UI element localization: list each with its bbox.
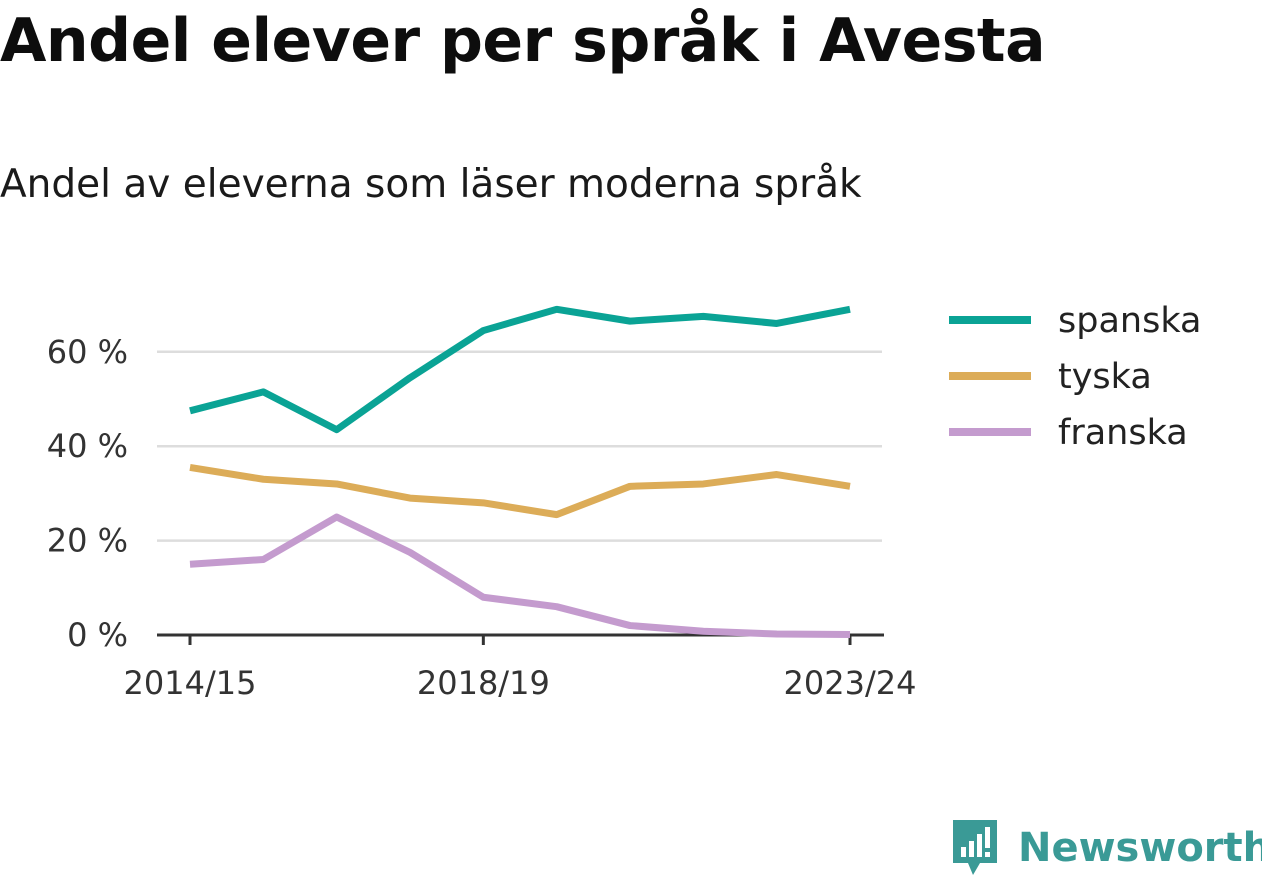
data-point-spanska [554,306,560,312]
data-point-spanska [407,375,413,381]
chart-subtitle: Andel av eleverna som läser moderna språ… [0,162,862,207]
data-point-spanska [847,306,853,312]
data-point-franska [554,604,560,610]
data-point-spanska [187,408,193,414]
data-point-spanska [260,389,266,395]
x-tick-label: 2014/15 [124,664,257,702]
data-point-tyska [407,495,413,501]
data-point-tyska [334,481,340,487]
x-tick-label: 2018/19 [417,664,550,702]
series-lines [187,305,853,639]
series-line-tyska [189,463,851,519]
x-tick-label: 2023/24 [784,664,917,702]
data-point-franska [187,561,193,567]
y-tick-label: 0 % [67,616,128,654]
data-point-tyska [554,512,560,518]
data-point-franska [334,514,340,520]
data-point-spanska [480,328,486,334]
data-point-tyska [700,481,706,487]
data-point-franska [774,631,780,637]
data-point-tyska [627,483,633,489]
data-point-tyska [480,500,486,506]
gridlines [157,350,882,542]
data-point-franska [627,623,633,629]
legend-label-spanska: spanska [1058,301,1201,341]
data-point-spanska [774,320,780,326]
data-point-tyska [187,464,193,470]
legend-label-tyska: tyska [1058,357,1152,397]
newsworthy-logo-icon [953,820,997,875]
data-point-tyska [260,476,266,482]
data-point-franska [407,549,413,555]
data-point-spanska [627,318,633,324]
brand-name: Newsworthy [1018,825,1262,871]
data-point-franska [480,594,486,600]
data-point-franska [847,632,853,638]
data-point-tyska [774,472,780,478]
data-point-tyska [847,483,853,489]
data-point-spanska [334,427,340,433]
data-point-franska [260,556,266,562]
x-axis: 2014/15 2018/19 2023/24 [124,633,917,702]
series-line-spanska [189,305,851,434]
y-tick-label: 20 % [47,522,128,560]
data-point-spanska [700,313,706,319]
series-line-franska [189,513,851,639]
y-tick-label: 40 % [47,427,128,465]
y-tick-label: 60 % [47,333,128,371]
data-point-franska [700,628,706,634]
chart-title: Andel elever per språk i Avesta [0,6,1046,76]
y-axis-tick-labels: 0 % 20 % 40 % 60 % [47,333,128,654]
legend: spanska tyska franska [949,301,1201,453]
newsworthy-brand: Newsworthy [950,818,1262,878]
legend-label-franska: franska [1058,413,1188,453]
